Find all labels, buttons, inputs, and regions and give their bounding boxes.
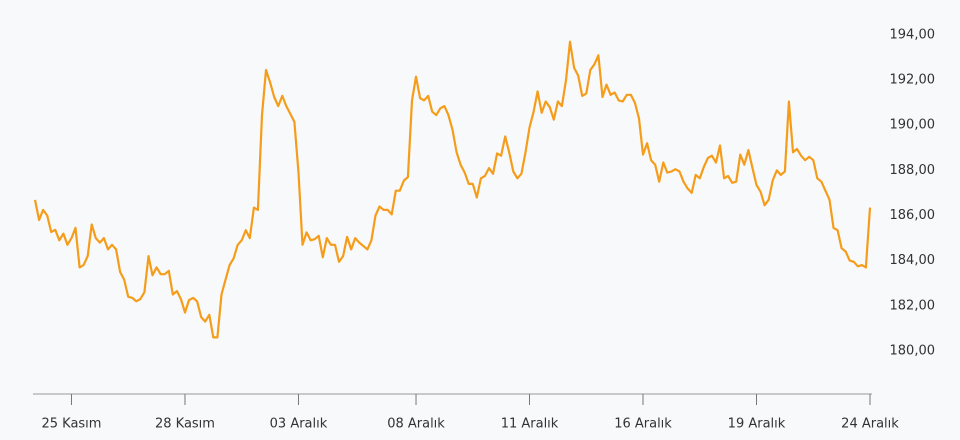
y-tick-label: 182,00 [890,298,936,313]
x-tick-label: 25 Kasım [41,417,101,432]
x-tick-label: 28 Kasım [155,417,215,432]
y-tick-label: 180,00 [890,343,936,358]
y-tick-label: 184,00 [890,253,936,268]
y-tick-label: 190,00 [890,118,936,133]
y-tick-label: 186,00 [890,208,936,223]
x-tick-label: 16 Aralık [614,417,672,432]
y-tick-label: 192,00 [890,73,936,88]
x-tick-label: 03 Aralık [270,417,328,432]
x-tick-label: 11 Aralık [501,417,559,432]
price-line [33,40,872,339]
y-tick-label: 188,00 [890,163,936,178]
x-tick-label: 24 Aralık [841,417,899,432]
x-tick-label: 19 Aralık [728,417,786,432]
y-tick-label: 194,00 [890,27,936,42]
x-tick-label: 08 Aralık [387,417,445,432]
